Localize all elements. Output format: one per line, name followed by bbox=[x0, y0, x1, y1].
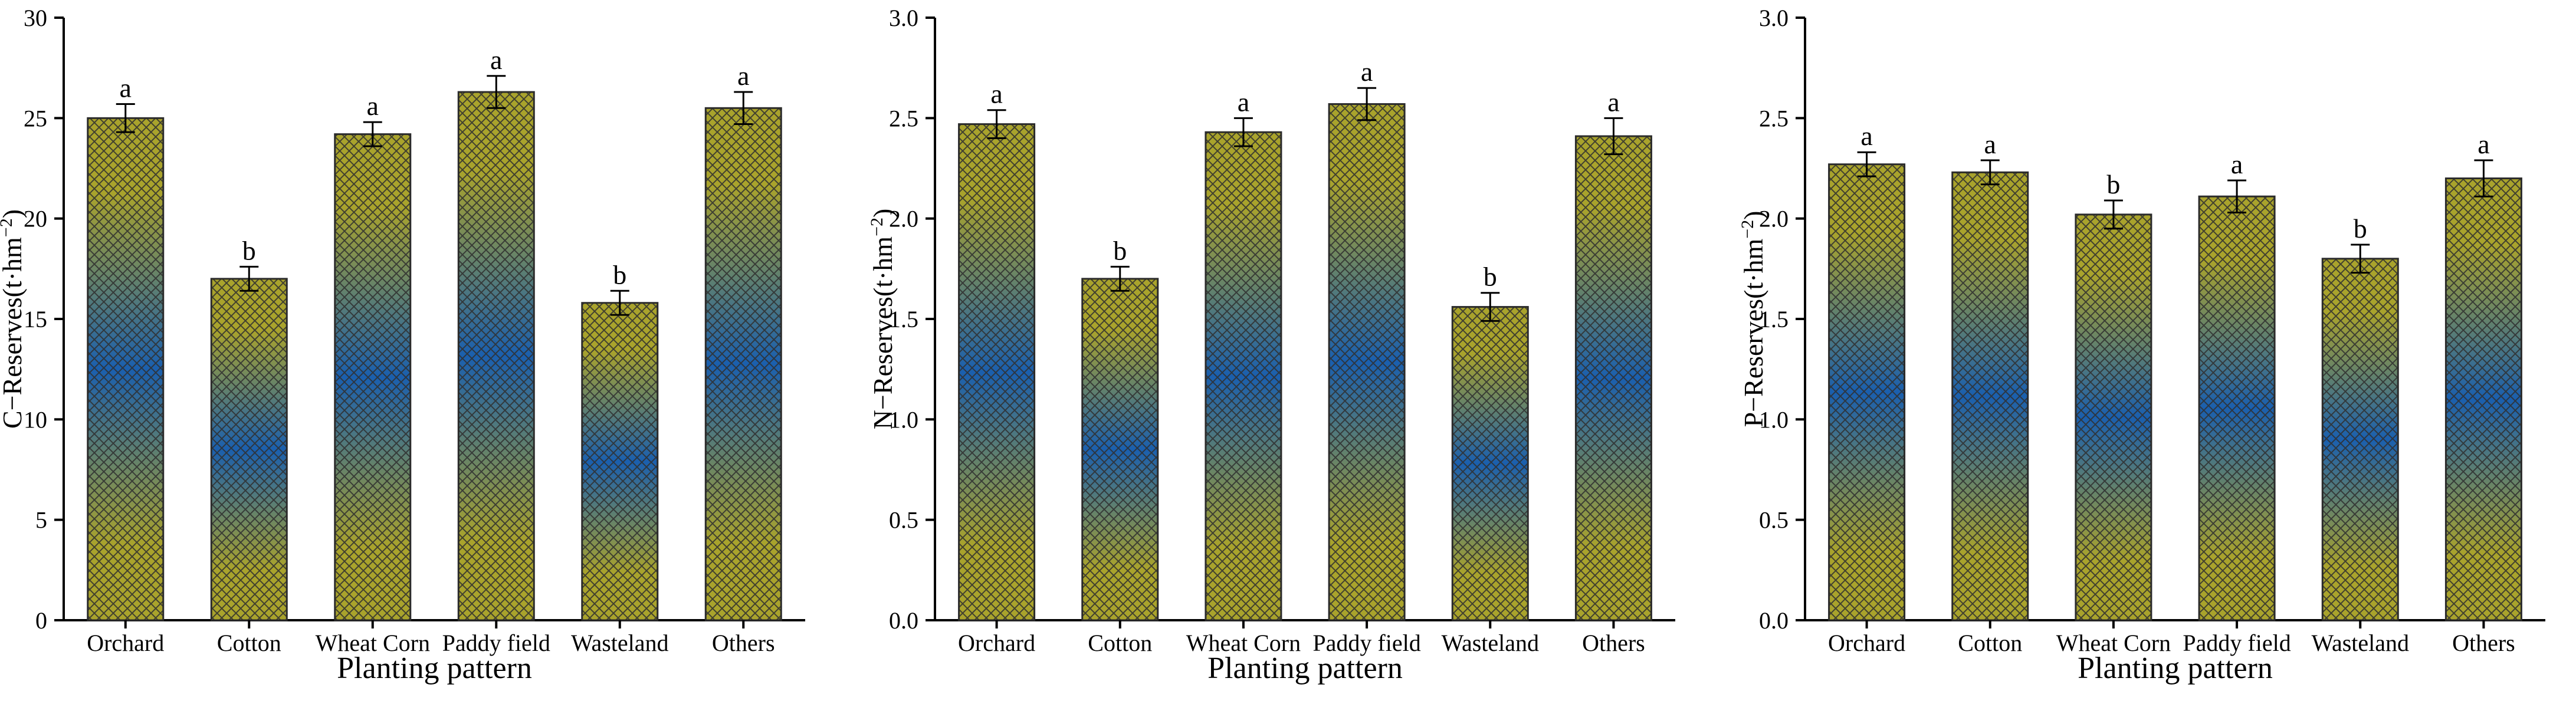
n-reserves-x-tick-label-cotton: Cotton bbox=[1088, 630, 1152, 656]
p-reserves-significance-letter-wasteland: b bbox=[2354, 213, 2367, 243]
c-reserves-x-axis-title: Planting pattern bbox=[337, 651, 532, 685]
p-reserves-x-tick-label-paddy-field: Paddy field bbox=[2183, 630, 2290, 656]
c-reserves-x-tick-label-wheat-corn: Wheat Corn bbox=[316, 630, 430, 656]
p-reserves-significance-letter-others: a bbox=[2477, 129, 2489, 159]
n-reserves-significance-letter-wheat-corn: a bbox=[1238, 87, 1249, 117]
p-reserves-x-tick-label-others: Others bbox=[2452, 630, 2515, 656]
p-reserves-y-axis-title: P−Reserves(t·hm−2) bbox=[1738, 210, 1769, 427]
p-reserves-bar-hatch-wasteland bbox=[2322, 258, 2398, 620]
n-reserves-x-tick-label-others: Others bbox=[1582, 630, 1645, 656]
c-reserves-bar-hatch-cotton bbox=[211, 278, 287, 620]
n-reserves-bar-hatch-others bbox=[1576, 136, 1652, 620]
n-reserves-bar-hatch-wheat-corn bbox=[1205, 132, 1281, 620]
c-reserves-significance-letter-orchard: a bbox=[120, 73, 132, 103]
c-reserves-x-tick-label-paddy-field: Paddy field bbox=[442, 630, 550, 656]
n-reserves-y-tick-label: 1.5 bbox=[889, 306, 918, 333]
c-reserves-y-tick-label: 20 bbox=[24, 206, 47, 232]
p-reserves-panel: 0.0 0.5 1.0 1.5 2.0 2.5 3.0 P−Reserves(t·hm−2) P… bbox=[1738, 5, 2545, 685]
c-reserves-y-tick-label: 10 bbox=[24, 406, 47, 433]
n-reserves-bar-hatch-paddy-field bbox=[1329, 104, 1405, 620]
p-reserves-significance-letter-cotton: a bbox=[1984, 129, 1996, 159]
n-reserves-x-tick-label-wasteland: Wasteland bbox=[1441, 630, 1539, 656]
c-reserves-y-axis-title: C−Reserves(t·hm−2) bbox=[0, 209, 27, 429]
p-reserves-y-tick-label: 0.0 bbox=[1759, 607, 1789, 634]
p-reserves-x-tick-label-wheat-corn: Wheat Corn bbox=[2056, 630, 2171, 656]
p-reserves-bar-hatch-wheat-corn bbox=[2075, 214, 2151, 620]
n-reserves-y-axis-title: N−Reserves(t·hm−2) bbox=[867, 209, 898, 430]
p-reserves-x-axis-title: Planting pattern bbox=[2078, 651, 2273, 685]
n-reserves-y-tick-label: 2.0 bbox=[889, 206, 918, 232]
n-reserves-bar-hatch-cotton bbox=[1082, 278, 1158, 620]
c-reserves-significance-letter-others: a bbox=[737, 61, 749, 91]
p-reserves-bar-hatch-orchard bbox=[1829, 164, 1905, 621]
p-reserves-y-tick-label: 0.5 bbox=[1759, 507, 1789, 534]
p-reserves-x-tick-label-cotton: Cotton bbox=[1958, 630, 2022, 656]
c-reserves-y-tick-label: 25 bbox=[24, 105, 47, 131]
p-reserves-y-tick-label: 2.0 bbox=[1759, 206, 1789, 232]
p-reserves-significance-letter-orchard: a bbox=[1860, 121, 1872, 151]
c-reserves-significance-letter-wasteland: b bbox=[613, 259, 626, 289]
p-reserves-x-tick-label-wasteland: Wasteland bbox=[2311, 630, 2409, 656]
n-reserves-y-tick-label: 0.5 bbox=[889, 507, 918, 534]
c-reserves-y-tick-label: 5 bbox=[35, 507, 47, 534]
n-reserves-bar-hatch-orchard bbox=[959, 124, 1035, 620]
n-reserves-x-tick-label-paddy-field: Paddy field bbox=[1312, 630, 1420, 656]
n-reserves-significance-letter-cotton: b bbox=[1113, 235, 1127, 265]
c-reserves-x-tick-label-cotton: Cotton bbox=[217, 630, 281, 656]
n-reserves-significance-letter-paddy-field: a bbox=[1361, 57, 1373, 87]
n-reserves-x-tick-label-wheat-corn: Wheat Corn bbox=[1186, 630, 1301, 656]
n-reserves-bar-hatch-wasteland bbox=[1452, 307, 1528, 620]
c-reserves-y-tick-label: 30 bbox=[24, 5, 47, 31]
n-reserves-y-tick-label: 0.0 bbox=[889, 607, 918, 634]
p-reserves-x-tick-label-orchard: Orchard bbox=[1828, 630, 1905, 656]
n-reserves-y-tick-label: 3.0 bbox=[889, 5, 918, 31]
p-reserves-bar-hatch-cotton bbox=[1952, 172, 2028, 620]
c-reserves-x-tick-label-orchard: Orchard bbox=[87, 630, 164, 656]
n-reserves-panel: 0.0 0.5 1.0 1.5 2.0 2.5 3.0 N−Reserves(t·hm−2) P… bbox=[867, 5, 1675, 685]
n-reserves-y-tick-label: 2.5 bbox=[889, 105, 918, 131]
n-reserves-significance-letter-others: a bbox=[1607, 87, 1619, 117]
c-reserves-y-tick-label: 0 bbox=[35, 607, 47, 634]
c-reserves-significance-letter-paddy-field: a bbox=[490, 45, 502, 75]
p-reserves-y-tick-label: 1.5 bbox=[1759, 306, 1789, 333]
c-reserves-bar-hatch-paddy-field bbox=[458, 92, 534, 621]
c-reserves-x-tick-label-wasteland: Wasteland bbox=[571, 630, 669, 656]
p-reserves-bar-hatch-paddy-field bbox=[2199, 196, 2275, 620]
c-reserves-bar-hatch-wheat-corn bbox=[334, 134, 411, 620]
c-reserves-significance-letter-wheat-corn: a bbox=[367, 91, 379, 121]
n-reserves-y-tick-label: 1.0 bbox=[889, 406, 918, 433]
p-reserves-significance-letter-wheat-corn: b bbox=[2106, 169, 2120, 199]
c-reserves-panel: 0 5 10 15 20 25 30 C−Reserves(t·hm−2) Planting p… bbox=[0, 5, 805, 685]
p-reserves-y-tick-label: 2.5 bbox=[1759, 105, 1789, 131]
c-reserves-y-tick-label: 15 bbox=[24, 306, 47, 333]
c-reserves-bar-hatch-wasteland bbox=[582, 302, 658, 620]
c-reserves-x-tick-label-others: Others bbox=[712, 630, 775, 656]
c-reserves-bar-hatch-others bbox=[705, 108, 782, 621]
n-reserves-x-axis-title: Planting pattern bbox=[1207, 651, 1403, 685]
p-reserves-significance-letter-paddy-field: a bbox=[2231, 149, 2243, 179]
n-reserves-significance-letter-orchard: a bbox=[990, 79, 1002, 109]
c-reserves-significance-letter-cotton: b bbox=[242, 235, 256, 265]
p-reserves-y-tick-label: 1.0 bbox=[1759, 406, 1789, 433]
p-reserves-y-tick-label: 3.0 bbox=[1759, 5, 1789, 31]
n-reserves-significance-letter-wasteland: b bbox=[1484, 262, 1497, 292]
n-reserves-x-tick-label-orchard: Orchard bbox=[958, 630, 1035, 656]
c-reserves-bar-hatch-orchard bbox=[87, 118, 163, 621]
p-reserves-bar-hatch-others bbox=[2446, 178, 2522, 620]
